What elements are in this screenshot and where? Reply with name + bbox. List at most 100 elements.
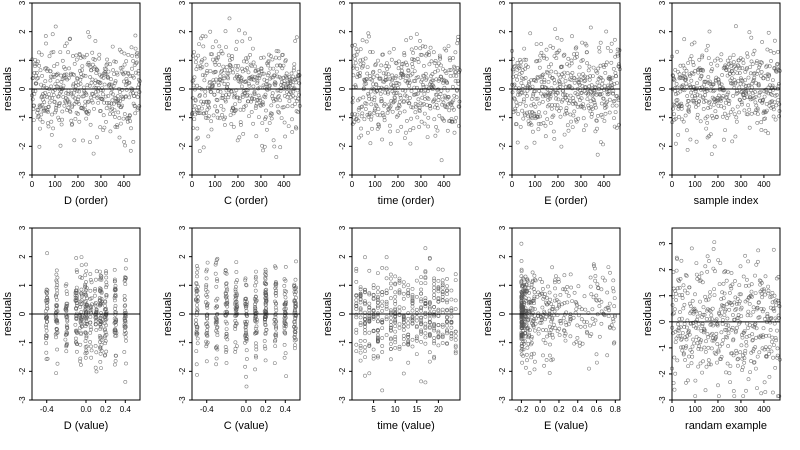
point <box>431 50 436 55</box>
point <box>366 31 371 36</box>
point <box>675 98 680 102</box>
point <box>573 101 578 106</box>
point <box>552 77 557 82</box>
point <box>414 325 419 330</box>
point <box>567 63 572 68</box>
point <box>59 122 64 127</box>
point <box>553 326 558 331</box>
point <box>215 115 220 120</box>
point <box>535 59 540 63</box>
point <box>699 347 704 352</box>
point <box>544 300 548 305</box>
point <box>611 67 616 71</box>
point <box>263 323 268 328</box>
point <box>689 42 694 47</box>
point <box>704 364 709 369</box>
point <box>212 80 217 85</box>
point <box>128 119 133 124</box>
point <box>124 361 128 366</box>
point <box>367 291 372 296</box>
point <box>762 287 766 292</box>
point <box>216 80 221 85</box>
point <box>729 81 734 86</box>
point <box>212 60 217 65</box>
point <box>419 379 424 384</box>
point <box>36 108 41 113</box>
point <box>601 96 606 101</box>
point <box>95 135 99 140</box>
point <box>122 278 127 283</box>
point <box>419 329 424 334</box>
point <box>694 139 699 144</box>
point <box>113 327 118 332</box>
point <box>710 331 715 336</box>
point <box>725 316 730 321</box>
point <box>264 287 269 292</box>
point <box>516 92 520 97</box>
point <box>677 326 681 330</box>
point <box>697 310 702 315</box>
point <box>564 111 569 116</box>
point <box>54 105 58 110</box>
point <box>253 326 258 331</box>
point <box>713 58 717 63</box>
point <box>96 94 101 99</box>
point <box>548 297 553 302</box>
point <box>536 115 541 119</box>
point <box>681 306 686 311</box>
point <box>104 293 109 298</box>
point <box>64 289 69 294</box>
point <box>540 313 545 317</box>
point <box>675 49 680 54</box>
point <box>759 280 764 285</box>
point <box>65 97 70 102</box>
point <box>689 361 694 366</box>
point <box>224 45 228 50</box>
point <box>585 97 590 102</box>
point <box>441 67 445 72</box>
point <box>50 96 55 100</box>
point <box>203 300 208 305</box>
point <box>93 57 97 62</box>
point <box>358 285 363 290</box>
point <box>126 53 131 57</box>
point <box>451 73 456 78</box>
point <box>701 68 705 73</box>
point <box>687 104 692 109</box>
point <box>540 100 545 104</box>
point <box>273 305 278 310</box>
y-tick-label: -3 <box>658 396 667 404</box>
point <box>706 297 711 302</box>
point <box>569 285 574 290</box>
point <box>61 95 66 99</box>
point <box>599 101 604 106</box>
point <box>691 63 696 67</box>
point <box>274 281 279 286</box>
point <box>724 322 729 327</box>
point <box>271 66 276 71</box>
point <box>384 288 389 293</box>
point <box>79 298 84 303</box>
point <box>195 270 199 275</box>
point <box>263 267 268 272</box>
point <box>388 347 393 352</box>
point <box>291 89 296 94</box>
point <box>519 289 524 294</box>
point <box>404 38 409 43</box>
point <box>558 106 563 111</box>
point <box>424 84 429 89</box>
point <box>423 321 428 326</box>
point <box>423 314 428 319</box>
point <box>233 327 238 331</box>
point <box>440 335 445 340</box>
point <box>252 90 257 94</box>
point <box>762 94 767 99</box>
point <box>453 50 458 55</box>
point <box>401 99 406 103</box>
point <box>705 114 710 119</box>
point <box>604 104 609 109</box>
point <box>388 336 393 341</box>
point <box>278 98 282 103</box>
point <box>192 50 197 55</box>
point <box>557 326 562 331</box>
